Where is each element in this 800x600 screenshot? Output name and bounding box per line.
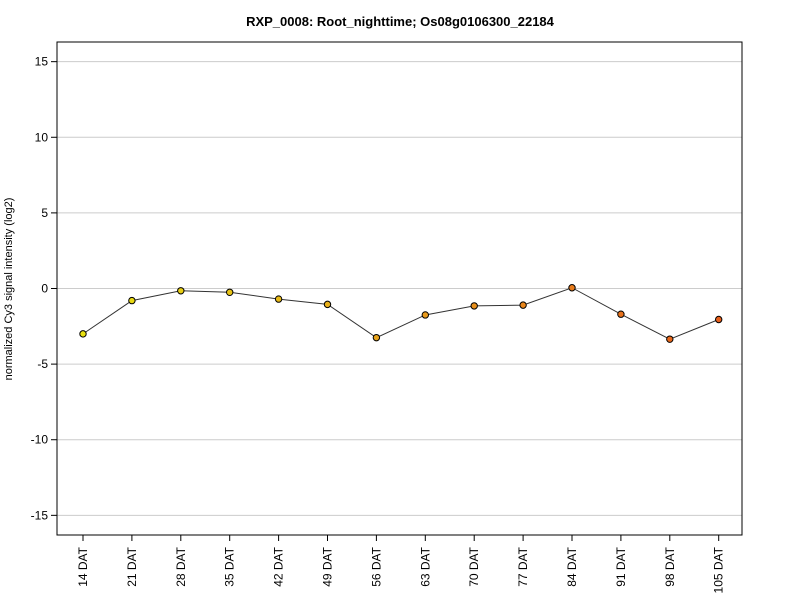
y-axis: -15 -10 -5 0 5 10 15: [31, 55, 57, 522]
grid-lines: [57, 61, 742, 516]
x-tick-label: 105 DAT: [712, 546, 726, 593]
data-point: [79, 330, 87, 338]
data-point: [568, 284, 576, 292]
y-tick-label: -15: [31, 508, 49, 522]
series-line: [82, 287, 719, 340]
x-tick-label: 49 DAT: [321, 546, 335, 586]
data-point: [226, 288, 234, 296]
data-point: [617, 310, 625, 318]
data-point: [372, 333, 381, 342]
y-tick-label: -10: [31, 433, 49, 447]
y-tick-label: 0: [41, 282, 48, 296]
x-tick-label: 84 DAT: [565, 546, 579, 586]
y-tick-label: -5: [37, 357, 48, 371]
x-tick-label: 63 DAT: [418, 546, 432, 586]
data-point: [470, 302, 478, 310]
x-axis: 14 DAT 21 DAT 28 DAT 35 DAT 42 DAT 49 DAT 56 D…: [76, 534, 726, 593]
data-point: [715, 315, 723, 324]
y-tick-label: 10: [35, 130, 49, 144]
data-point: [128, 296, 136, 305]
x-tick-label: 91 DAT: [614, 546, 628, 586]
data-point: [323, 300, 332, 309]
x-tick-label: 14 DAT: [76, 546, 90, 586]
data-point: [666, 335, 674, 343]
y-axis-label: normalized Cy3 signal intensity (log2): [3, 198, 15, 381]
x-tick-label: 28 DAT: [174, 546, 188, 586]
series-layer: [79, 284, 723, 343]
x-tick-label: 42 DAT: [272, 546, 286, 586]
x-tick-label: 35 DAT: [223, 546, 237, 586]
y-tick-label: 15: [35, 55, 49, 69]
data-point: [274, 295, 283, 303]
x-tick-label: 70 DAT: [467, 546, 481, 586]
x-tick-label: 21 DAT: [125, 546, 139, 586]
x-tick-label: 98 DAT: [663, 546, 677, 586]
data-point: [519, 301, 527, 309]
x-tick-label: 77 DAT: [516, 546, 530, 586]
y-tick-label: 5: [41, 206, 48, 220]
chart-title: RXP_0008: Root_nighttime; Os08g0106300_2…: [246, 14, 555, 29]
data-point: [177, 287, 185, 295]
data-point: [421, 311, 429, 319]
x-tick-label: 56 DAT: [369, 546, 383, 586]
